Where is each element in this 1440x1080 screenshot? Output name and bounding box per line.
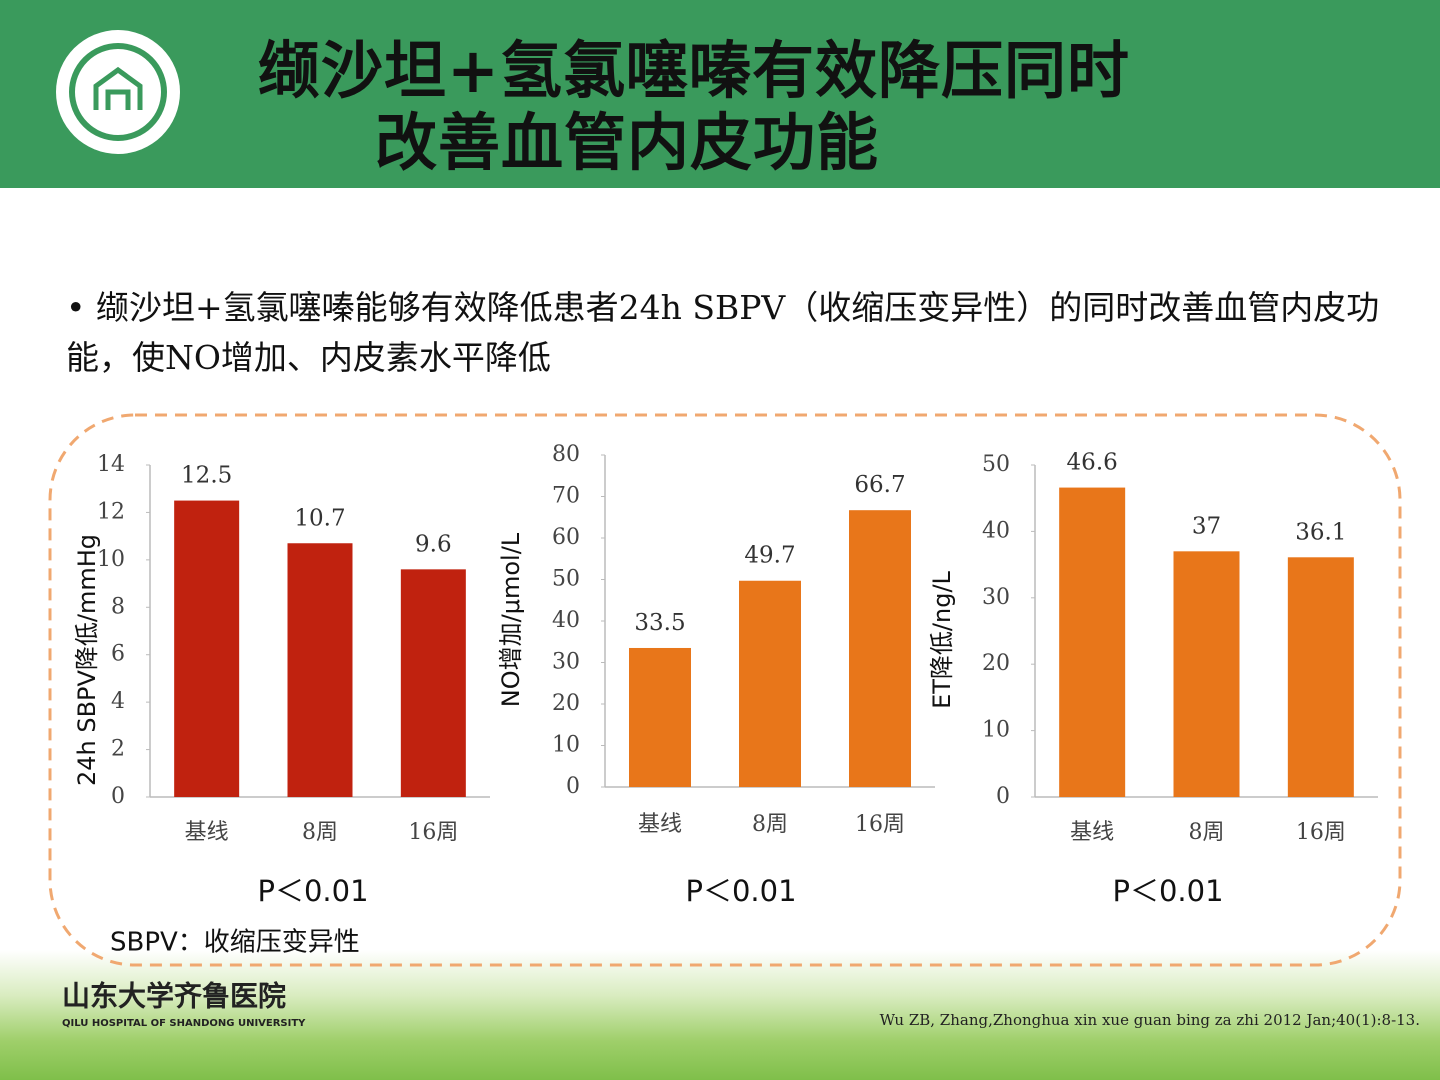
value-label: 37 xyxy=(1192,513,1221,539)
bar xyxy=(1059,487,1126,797)
bar xyxy=(1173,551,1240,797)
x-tick-label: 16周 xyxy=(855,812,905,837)
y-tick-label: 40 xyxy=(982,518,1010,543)
y-tick-label: 0 xyxy=(566,774,580,799)
logo xyxy=(69,43,167,141)
title-line: 改善血管内皮功能 xyxy=(375,106,880,179)
logo xyxy=(93,66,143,110)
value-label: 10.7 xyxy=(294,505,345,531)
y-tick-label: 30 xyxy=(552,650,580,675)
y-tick-label: 10 xyxy=(982,718,1010,743)
y-axis-label: ET降低/ng/L xyxy=(928,570,956,708)
x-tick-label: 8周 xyxy=(1189,820,1225,845)
y-tick-label: 12 xyxy=(97,499,125,524)
bar xyxy=(1287,557,1354,797)
y-tick-label: 60 xyxy=(552,525,580,550)
x-tick-label: 16周 xyxy=(408,820,458,845)
x-tick-label: 16周 xyxy=(1296,820,1346,845)
y-tick-label: 50 xyxy=(982,452,1010,477)
p-value: P＜0.01 xyxy=(257,874,368,908)
header-bar: 缬沙坦+氢氯噻嗪有效降压同时 改善血管内皮功能 xyxy=(0,0,1440,188)
value-label: 46.6 xyxy=(1067,450,1118,476)
value-label: 66.7 xyxy=(854,472,905,498)
x-tick-label: 基线 xyxy=(185,820,229,845)
y-tick-label: 30 xyxy=(982,585,1010,610)
y-axis-label: 24h SBPV降低/mmHg xyxy=(73,534,101,786)
y-tick-label: 70 xyxy=(552,484,580,509)
p-value: P＜0.01 xyxy=(685,874,796,908)
logo-subtext: QILU HOSPITAL OF SHANDONG UNIVERSITY xyxy=(62,1018,306,1029)
x-tick-label: 8周 xyxy=(752,812,788,837)
bar xyxy=(287,543,353,797)
y-tick-label: 10 xyxy=(552,733,580,758)
y-tick-label: 20 xyxy=(982,651,1010,676)
value-label: 36.1 xyxy=(1295,519,1346,545)
bar xyxy=(174,500,240,797)
y-tick-label: 2 xyxy=(111,737,125,762)
background-grass xyxy=(0,950,1440,1080)
y-tick-label: 10 xyxy=(97,547,125,572)
bar xyxy=(400,569,466,797)
value-label: 49.7 xyxy=(744,543,795,569)
y-tick-label: 20 xyxy=(552,691,580,716)
bar xyxy=(629,647,691,787)
bar xyxy=(849,510,911,787)
bullet-content: 缬沙坦+氢氯噻嗪能够有效降低患者24h SBPV（收缩压变异性）的同时改善血管内… xyxy=(66,288,1380,377)
y-tick-label: 0 xyxy=(996,784,1010,809)
x-tick-label: 基线 xyxy=(1070,820,1114,845)
y-axis-label: NO增加/μmol/L xyxy=(497,532,525,707)
value-label: 12.5 xyxy=(181,463,232,489)
x-tick-label: 基线 xyxy=(638,812,682,837)
bar xyxy=(739,580,801,787)
p-value: P＜0.01 xyxy=(1112,874,1223,908)
y-tick-label: 50 xyxy=(552,567,580,592)
y-tick-label: 0 xyxy=(111,784,125,809)
dashed-frame xyxy=(48,413,1402,967)
y-tick-label: 40 xyxy=(552,608,580,633)
x-tick-label: 8周 xyxy=(302,820,338,845)
value-label: 33.5 xyxy=(634,610,685,636)
y-tick-label: 14 xyxy=(97,452,125,477)
bullet-text: • 缬沙坦+氢氯噻嗪能够有效降低患者24h SBPV（收缩压变异性）的同时改善血… xyxy=(66,288,1380,377)
y-tick-label: 8 xyxy=(111,594,125,619)
logo-text: 山东大学齐鲁医院 xyxy=(62,980,286,1013)
footnote: SBPV：收缩压变异性 xyxy=(110,928,360,958)
y-tick-label: 80 xyxy=(552,442,580,467)
value-label: 9.6 xyxy=(415,531,452,557)
y-tick-label: 4 xyxy=(111,689,125,714)
citation: Wu ZB, Zhang,Zhonghua xin xue guan bing … xyxy=(880,1011,1420,1029)
y-tick-label: 6 xyxy=(111,642,125,667)
title-line: 缬沙坦+氢氯噻嗪有效降压同时 xyxy=(258,34,1130,107)
